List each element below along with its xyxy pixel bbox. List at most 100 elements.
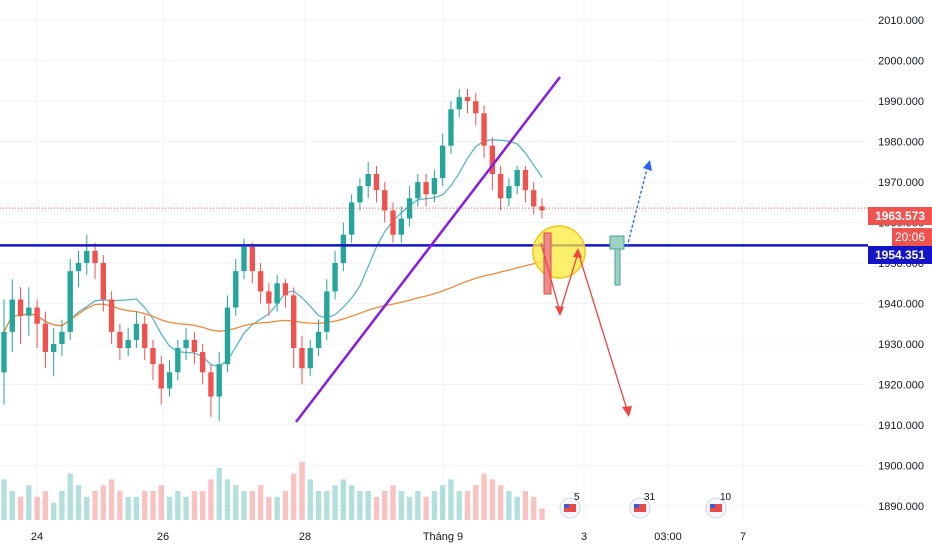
volume-bar: [183, 496, 189, 520]
volume-bar: [415, 491, 421, 520]
projection-arrow-up[interactable]: [626, 164, 649, 248]
trend-line[interactable]: [295, 76, 561, 423]
candle-body[interactable]: [34, 307, 40, 324]
candle-body[interactable]: [208, 372, 214, 397]
candle-body[interactable]: [67, 271, 73, 332]
candle-body[interactable]: [84, 250, 90, 264]
candle-body[interactable]: [257, 271, 264, 292]
candle-body[interactable]: [489, 145, 496, 175]
candle-body[interactable]: [75, 263, 82, 272]
projection-bar-up-body[interactable]: [609, 235, 625, 250]
candle-body[interactable]: [42, 323, 49, 353]
candle-body[interactable]: [315, 331, 322, 349]
candle-body[interactable]: [539, 206, 545, 211]
y-tick-label: 1980.000: [878, 137, 924, 149]
volume-bar: [266, 496, 272, 520]
candle-body[interactable]: [340, 234, 347, 264]
projection-drawings[interactable]: [540, 160, 652, 417]
candle-body[interactable]: [241, 246, 247, 272]
candle-body[interactable]: [415, 182, 421, 199]
candle-body[interactable]: [406, 198, 413, 219]
candle-body[interactable]: [439, 145, 446, 179]
candle-body[interactable]: [398, 218, 404, 235]
volume-bar: [497, 485, 504, 520]
candle-body[interactable]: [158, 364, 164, 389]
candle-body[interactable]: [307, 348, 313, 369]
candle-body[interactable]: [108, 299, 115, 332]
event-markers[interactable]: 5 31 10: [559, 492, 732, 519]
candle-body[interactable]: [191, 339, 198, 353]
candle-body[interactable]: [506, 186, 512, 199]
candle-body[interactable]: [423, 182, 429, 195]
candle-body[interactable]: [497, 174, 504, 199]
volume-bar: [117, 491, 123, 520]
candle-body[interactable]: [249, 246, 255, 272]
candle-body[interactable]: [456, 97, 462, 110]
candle-body[interactable]: [175, 348, 181, 373]
candle-body[interactable]: [291, 295, 297, 349]
candle-body[interactable]: [100, 263, 107, 300]
candle-body[interactable]: [59, 331, 65, 344]
candle-body[interactable]: [224, 307, 231, 365]
candle-body[interactable]: [233, 271, 239, 308]
candle-body[interactable]: [324, 291, 330, 332]
candle-body[interactable]: [514, 169, 520, 187]
candle-body[interactable]: [373, 174, 380, 191]
candle-body[interactable]: [448, 109, 454, 146]
candle-body[interactable]: [26, 307, 32, 316]
candle-body[interactable]: [1, 331, 7, 373]
projection-bar-down[interactable]: [543, 232, 552, 295]
x-tick-label: 3: [581, 531, 587, 543]
volume-bar: [1, 479, 7, 520]
event-marker[interactable]: 31: [629, 492, 656, 519]
candle-body[interactable]: [17, 299, 24, 316]
candle-body[interactable]: [183, 339, 189, 349]
volume-bars: [1, 462, 545, 520]
y-axis[interactable]: 2010.000 2000.000 1990.000 1980.000 1970.000…: [868, 0, 932, 550]
volume-bar: [199, 491, 206, 520]
candle-body[interactable]: [299, 348, 305, 369]
candle-body[interactable]: [531, 190, 537, 207]
candle-body[interactable]: [382, 190, 388, 211]
candle-body[interactable]: [9, 299, 15, 332]
candle-body[interactable]: [348, 202, 355, 235]
candle-body[interactable]: [357, 186, 363, 203]
y-tick-label: 1900.000: [878, 460, 924, 472]
projection-bar-up-wick[interactable]: [614, 248, 621, 286]
candle-body[interactable]: [216, 364, 222, 397]
x-tick-label: 28: [299, 531, 311, 543]
flag-icon-canton: [710, 504, 715, 508]
candle-body[interactable]: [199, 352, 206, 373]
candle-body[interactable]: [125, 339, 131, 349]
candle-body[interactable]: [133, 323, 140, 340]
candle-body[interactable]: [431, 178, 438, 195]
candle-body[interactable]: [142, 323, 148, 349]
candle-body[interactable]: [50, 343, 57, 353]
event-marker[interactable]: 5: [559, 492, 581, 519]
candle-body[interactable]: [274, 283, 280, 304]
candle-body[interactable]: [481, 113, 487, 146]
candle-body[interactable]: [365, 174, 371, 187]
x-axis-background: [0, 520, 932, 550]
candle-body[interactable]: [332, 263, 338, 292]
candle-body[interactable]: [464, 97, 471, 102]
candle-body[interactable]: [166, 372, 173, 389]
candle-body[interactable]: [282, 283, 289, 296]
x-axis[interactable]: 24 26 28 Tháng 9 3 03:00 7: [0, 520, 932, 550]
volume-bar: [431, 491, 438, 520]
event-marker[interactable]: 10: [705, 492, 732, 519]
candle-body[interactable]: [92, 250, 98, 264]
projection-arrow-down-long[interactable]: [578, 254, 629, 414]
candle-body[interactable]: [390, 210, 396, 235]
y-tick-label: 1910.000: [878, 420, 924, 432]
volume-bar: [175, 491, 181, 520]
candle-body[interactable]: [117, 331, 123, 349]
current-price-tag: [868, 207, 932, 225]
candle-body[interactable]: [522, 169, 529, 191]
candle-body[interactable]: [266, 291, 272, 304]
candle-body[interactable]: [473, 101, 479, 114]
candle-body[interactable]: [150, 348, 156, 365]
